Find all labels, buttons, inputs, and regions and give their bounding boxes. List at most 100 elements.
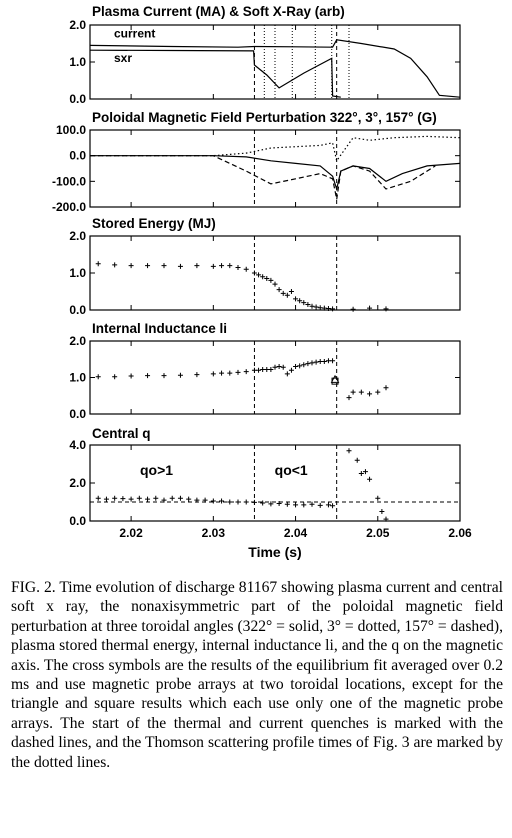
data-point — [219, 263, 225, 269]
data-point — [268, 366, 274, 372]
data-point — [256, 367, 262, 373]
data-point — [330, 306, 336, 312]
panel-title: Plasma Current (MA) & Soft X-Ray (arb) — [92, 4, 345, 19]
data-point — [153, 495, 159, 501]
data-point — [145, 263, 151, 269]
data-point — [95, 374, 101, 380]
data-point — [313, 359, 319, 365]
y-tick-label: 4.0 — [69, 438, 86, 452]
data-point — [272, 364, 278, 370]
data-point — [325, 502, 331, 508]
panel-title: Poloidal Magnetic Field Perturbation 322… — [92, 110, 437, 125]
y-tick-label: 2.0 — [69, 229, 86, 243]
panel-frame — [89, 235, 461, 311]
data-point — [297, 363, 303, 369]
x-tick-label: 2.02 — [119, 526, 143, 540]
data-point — [375, 389, 381, 395]
panel-1: Plasma Current (MA) & Soft X-Ray (arb) 2.… — [69, 4, 461, 106]
data-point — [346, 395, 352, 401]
y-tick-label: 0.0 — [69, 407, 86, 421]
panel-title: Central q — [92, 426, 151, 441]
data-point — [210, 498, 216, 504]
data-point — [177, 495, 183, 501]
data-point — [305, 361, 311, 367]
data-point — [243, 499, 249, 505]
data-point — [367, 305, 373, 311]
annotation: qo>1 — [140, 462, 173, 478]
data-point — [272, 281, 278, 287]
data-point — [309, 303, 315, 309]
data-point — [276, 501, 282, 507]
data-point — [112, 374, 118, 380]
square-point — [331, 377, 339, 385]
y-tick-label: -100.0 — [52, 174, 86, 188]
data-point — [194, 372, 200, 378]
x-tick-label: 2.05 — [366, 526, 390, 540]
data-point — [383, 385, 389, 391]
data-point — [120, 496, 126, 502]
data-point — [260, 274, 266, 280]
series-line — [89, 49, 341, 98]
data-point — [383, 516, 389, 522]
data-point — [235, 499, 241, 505]
data-point — [367, 476, 373, 482]
data-point — [186, 496, 192, 502]
data-point — [128, 263, 134, 269]
triangle-point — [330, 374, 340, 383]
data-point — [354, 457, 360, 463]
x-tick-label: 2.06 — [448, 526, 472, 540]
y-tick-label: 1.0 — [69, 55, 86, 69]
data-point — [383, 306, 389, 312]
data-point — [202, 497, 208, 503]
series-label: current — [114, 26, 155, 40]
data-point — [313, 304, 319, 310]
figure-caption: FIG. 2. Time evolution of discharge 8116… — [11, 579, 504, 771]
data-point — [227, 263, 233, 269]
panel-title: Internal Inductance li — [92, 321, 227, 336]
data-point — [317, 502, 323, 508]
panel-frame — [89, 129, 461, 208]
x-tick-label: 2.04 — [284, 526, 308, 540]
data-point — [112, 495, 118, 501]
data-point — [284, 371, 290, 377]
data-point — [177, 263, 183, 269]
data-point — [293, 364, 299, 370]
panel-5: Central q 4.0 2.0 0.0 qo>1 qo<1 — [69, 426, 461, 528]
data-point — [362, 469, 368, 475]
series-line — [90, 155, 436, 200]
data-point — [309, 360, 315, 366]
data-point — [305, 301, 311, 307]
data-point — [293, 502, 299, 508]
data-point — [350, 306, 356, 312]
panel-3: Stored Energy (MJ) 2.0 1.0 0.0 — [69, 216, 461, 317]
data-point — [288, 367, 294, 373]
data-point — [161, 497, 167, 503]
data-point — [321, 358, 327, 364]
data-point — [235, 264, 241, 270]
data-point — [276, 287, 282, 293]
series-line — [89, 39, 461, 98]
data-point — [280, 290, 286, 296]
data-point — [210, 263, 216, 269]
data-point — [219, 498, 225, 504]
data-point — [276, 364, 282, 370]
data-point — [358, 389, 364, 395]
data-point — [227, 370, 233, 376]
y-tick-label: 0.0 — [69, 514, 86, 528]
series-label: sxr — [114, 51, 132, 65]
data-point — [284, 292, 290, 298]
data-point — [235, 369, 241, 375]
data-point — [161, 263, 167, 269]
data-point — [297, 298, 303, 304]
data-point — [243, 266, 249, 272]
data-point — [350, 389, 356, 395]
data-point — [375, 495, 381, 501]
data-point — [194, 497, 200, 503]
y-tick-label: 0.0 — [69, 92, 86, 106]
y-tick-label: 2.0 — [69, 476, 86, 490]
data-point — [177, 372, 183, 378]
series-line — [90, 155, 461, 192]
figure-canvas: Plasma Current (MA) & Soft X-Ray (arb) 2.… — [52, 4, 472, 560]
panel-frame — [89, 340, 461, 415]
data-point — [243, 369, 249, 375]
